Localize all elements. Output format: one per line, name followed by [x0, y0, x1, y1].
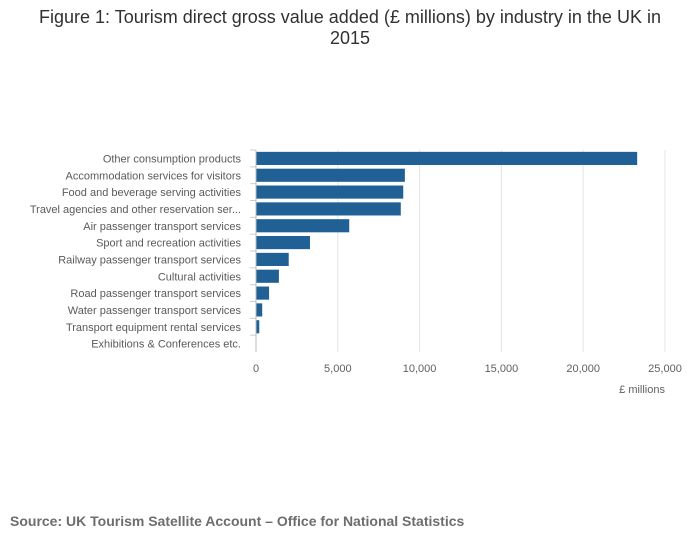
category-label: Accommodation services for visitors — [66, 170, 242, 182]
category-label: Other consumption products — [103, 153, 242, 165]
bar — [256, 286, 270, 300]
category-label: Cultural activities — [158, 271, 242, 283]
gridlines — [337, 150, 666, 352]
bar — [256, 168, 405, 182]
x-tick-label: 5,000 — [324, 363, 352, 375]
bar — [256, 185, 404, 199]
category-label: Water passenger transport services — [68, 305, 242, 317]
category-label: Sport and recreation activities — [96, 238, 241, 250]
bar — [256, 269, 279, 283]
bar — [256, 303, 263, 317]
chart-title: Figure 1: Tourism direct gross value add… — [39, 7, 661, 48]
bar — [256, 219, 350, 233]
bar — [256, 252, 289, 266]
x-tick-label: 0 — [253, 363, 259, 375]
category-label: Road passenger transport services — [70, 288, 241, 300]
category-label: Travel agencies and other reservation se… — [30, 204, 241, 216]
bar — [256, 151, 638, 165]
category-label: Railway passenger transport services — [58, 254, 241, 266]
x-tick-labels: 0 5,000 10,000 15,000 20,000 25,000 — [253, 363, 682, 375]
bar — [256, 202, 401, 216]
category-label: Air passenger transport services — [83, 221, 241, 233]
category-labels: Other consumption products Accommodation … — [30, 149, 256, 351]
category-label: Food and beverage serving activities — [62, 187, 242, 199]
x-tick-label: 25,000 — [648, 363, 682, 375]
x-tick-label: 15,000 — [485, 363, 519, 375]
x-tick-label: 20,000 — [566, 363, 600, 375]
bar — [256, 320, 260, 334]
bars — [256, 151, 638, 351]
x-tick-label: 10,000 — [403, 363, 437, 375]
x-axis-label: £ millions — [619, 384, 665, 396]
category-label: Exhibitions & Conferences etc. — [91, 339, 241, 351]
bar-chart: Other consumption products Accommodation … — [30, 149, 682, 396]
bar — [256, 236, 310, 250]
category-label: Transport equipment rental services — [66, 322, 242, 334]
source-note: Source: UK Tourism Satellite Account – O… — [10, 513, 465, 529]
